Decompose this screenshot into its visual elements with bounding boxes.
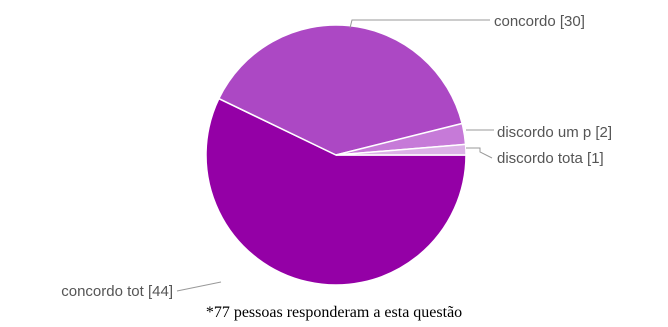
slice-label-1: concordo [30] — [494, 13, 585, 30]
pie-slice-1 — [217, 24, 464, 156]
chart-caption: *77 pessoas responderam a esta questão — [205, 304, 463, 321]
pie-chart-svg: concordo tot [44] concordo [30] discordo u… — [61, 13, 612, 300]
leader-line-3 — [466, 147, 493, 159]
leader-line-0 — [176, 281, 222, 292]
pie-slice-0 — [205, 97, 467, 286]
slice-label-2: discordo um p [2] — [497, 124, 612, 141]
leader-line-1 — [349, 19, 490, 29]
pie-chart: concordo tot [44] concordo [30] discordo u… — [61, 13, 612, 300]
pie-slice-3 — [335, 143, 467, 156]
slice-label-3: discordo tota [1] — [497, 150, 604, 167]
slice-label-0: concordo tot [44] — [61, 283, 173, 300]
